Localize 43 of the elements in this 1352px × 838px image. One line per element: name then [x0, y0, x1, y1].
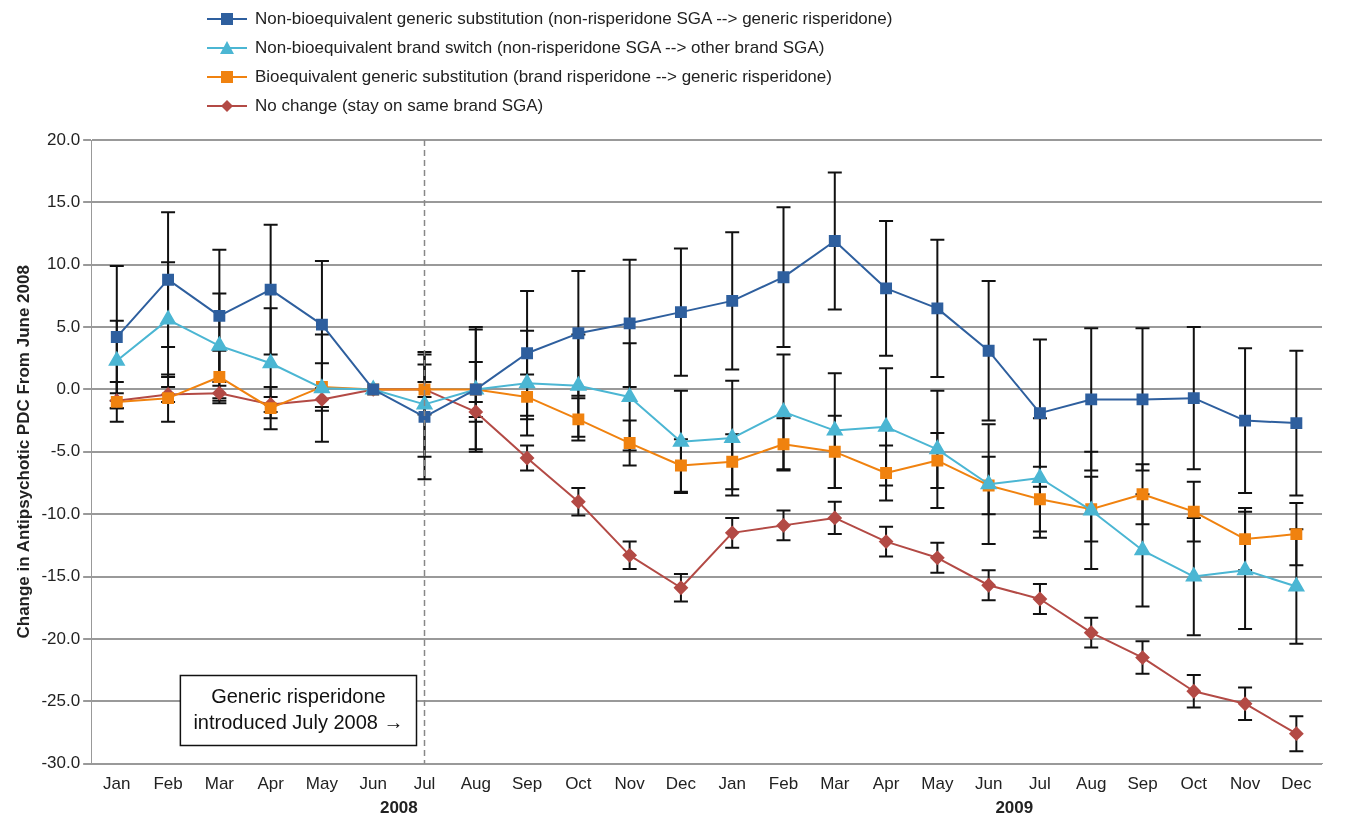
x-tick-label: Dec	[1281, 774, 1312, 794]
x-tick-label: Nov	[614, 774, 646, 794]
x-tick-label: Mar	[820, 774, 850, 794]
y-tick-label: 10.0	[47, 254, 81, 274]
y-tick-label: 15.0	[47, 192, 81, 212]
y-tick-label: -25.0	[41, 690, 81, 710]
x-tick-label: Jun	[974, 774, 1003, 794]
x-tick-label: Jul	[1029, 774, 1051, 794]
y-axis-title: Change in Antipsychotic PDC From June 2008	[13, 265, 33, 639]
legend-label: No change (stay on same brand SGA)	[255, 95, 544, 116]
x-tick-label: Feb	[153, 774, 183, 794]
x-tick-label: Oct	[1180, 774, 1208, 794]
x-tick-label: May	[305, 774, 339, 794]
y-tick-label: -5.0	[50, 441, 81, 461]
text: 2009	[995, 798, 1034, 818]
x-tick-label: Feb	[768, 774, 799, 794]
legend-label: Non-bioequivalent generic substitution (non-risperidone SGA --> generic risperidone)	[255, 8, 893, 29]
x-tick-label: Jul	[413, 774, 436, 794]
x-tick-label: Nov	[1229, 774, 1261, 794]
x-tick-label: Jan	[103, 774, 131, 794]
y-tick-label: -20.0	[41, 628, 81, 648]
y-tick-label: -10.0	[41, 503, 81, 523]
x-tick-label: Apr	[257, 774, 285, 794]
x-tick-label: Apr	[872, 774, 900, 794]
x-tick-label: Dec	[665, 774, 697, 794]
x-tick-label: Sep	[1127, 774, 1158, 794]
x-tick-label: Oct	[565, 774, 592, 794]
x-tick-label: Jan	[718, 774, 746, 794]
x-tick-label: Sep	[511, 774, 543, 794]
y-tick-label: -15.0	[41, 566, 81, 586]
y-tick-label: -30.0	[41, 753, 81, 773]
y-tick-label: 20.0	[47, 129, 81, 149]
ref-line-label: Generic risperidone introduced July 2008 →	[193, 685, 404, 734]
x-tick-label: Aug	[1076, 774, 1107, 794]
x-tick-label: May	[921, 774, 954, 794]
legend-label: Non-bioequivalent brand switch (non-risperidone SGA --> other brand SGA)	[255, 37, 825, 58]
x-tick-label: Aug	[460, 774, 491, 794]
x-tick-label: Mar	[204, 774, 235, 794]
y-tick-label: 0.0	[56, 379, 81, 399]
legend-label: Bioequivalent generic substitution (brand risperidone --> generic risperidone)	[255, 66, 832, 87]
text: 2008	[379, 798, 418, 818]
y-tick-label: 5.0	[56, 316, 81, 336]
x-tick-label: Jun	[359, 774, 387, 794]
